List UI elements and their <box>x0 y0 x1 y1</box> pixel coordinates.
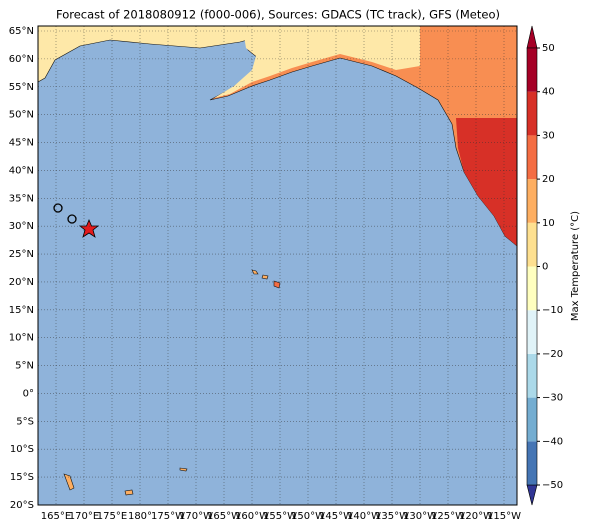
colorbar-tick-label: −10 <box>542 305 563 316</box>
lon-label: 165°E <box>41 511 71 522</box>
lat-label: 65°N <box>9 26 34 37</box>
land-cold <box>214 26 420 98</box>
colorbar-tick-label: −20 <box>542 349 563 360</box>
track-point <box>67 214 77 224</box>
lon-label: 120°W <box>459 511 493 522</box>
colorbar-tick-label: 10 <box>542 218 555 229</box>
colorbar-tick-label: 30 <box>542 130 555 141</box>
land-hot <box>456 118 517 246</box>
colorbar-tick-label: −30 <box>542 393 563 404</box>
island <box>251 269 259 275</box>
colorbar-segment <box>527 441 537 485</box>
lon-label: 125°W <box>431 511 465 522</box>
map-title: Forecast of 2018080912 (f000-006), Sourc… <box>56 8 500 22</box>
lat-label: 60°N <box>9 54 34 65</box>
lat-label: 40°N <box>9 165 34 176</box>
colorbar: −50 −40 −30 −20 −10 0 10 20 30 40 50 <box>526 25 563 506</box>
island <box>273 280 281 289</box>
lat-label: 10°S <box>10 444 34 455</box>
lat-label: 15°N <box>9 305 34 316</box>
lon-label: 150°W <box>291 511 325 522</box>
ocean <box>38 26 517 505</box>
colorbar-segment <box>527 135 537 180</box>
lat-label: 5°S <box>16 416 34 427</box>
lat-label: 20°N <box>9 277 34 288</box>
colorbar-segment <box>527 91 537 136</box>
colorbar-tick-label: 0 <box>542 262 548 273</box>
lon-label: 115°W <box>487 511 521 522</box>
lat-label: 45°N <box>9 138 34 149</box>
colorbar-segment <box>527 353 537 398</box>
colorbar-tick-label: 20 <box>542 174 555 185</box>
colorbar-segment <box>527 179 537 223</box>
colorbar-tick-label: −50 <box>542 480 563 491</box>
lat-label: 50°N <box>9 110 34 121</box>
lat-label: 20°S <box>10 500 34 511</box>
lon-label: 145°W <box>319 511 353 522</box>
lon-label: 130°W <box>403 511 437 522</box>
island <box>63 473 75 491</box>
colorbar-segment <box>527 397 537 442</box>
lat-label: 15°S <box>10 472 34 483</box>
lon-label: 135°W <box>375 511 409 522</box>
lon-label: 175°E <box>97 511 127 522</box>
lon-label: 155°W <box>263 511 297 522</box>
lon-label: 180° <box>128 511 152 522</box>
lon-label: 165°W <box>207 511 241 522</box>
lat-label: 10°N <box>9 333 34 344</box>
colorbar-segment <box>527 222 537 267</box>
lat-label: 30°N <box>9 221 34 232</box>
island <box>124 489 134 496</box>
map-frame <box>37 25 518 506</box>
colorbar-tick-label: 40 <box>542 87 555 98</box>
lon-label: 140°W <box>347 511 381 522</box>
lon-label: 175°W <box>151 511 185 522</box>
colorbar-segment <box>527 266 537 311</box>
lon-label: 160°W <box>235 511 269 522</box>
colorbar-label: Max Temperature (°C) <box>570 211 581 321</box>
colorbar-extend <box>526 25 538 49</box>
island <box>261 274 269 280</box>
colorbar-tick-label: −40 <box>542 436 563 447</box>
lat-label: 35°N <box>9 193 34 204</box>
island <box>179 467 188 472</box>
track-point <box>53 203 63 213</box>
colorbar-segment <box>527 310 537 354</box>
lat-label: 55°N <box>9 82 34 93</box>
colorbar-tick-label: 50 <box>542 43 555 54</box>
lat-label: 5°N <box>15 361 34 372</box>
map-area <box>37 25 518 505</box>
lon-label: 170°W <box>179 511 213 522</box>
lon-label: 170°E <box>69 511 99 522</box>
colorbar-segment <box>527 48 537 92</box>
lat-label: 25°N <box>9 249 34 260</box>
graticule: 65°N 60°N 55°N 50°N 45°N 40°N 35°N 30°N 25°N 20°N… <box>9 26 521 522</box>
colorbar-extend <box>526 484 538 506</box>
lat-label: 0° <box>23 388 34 399</box>
